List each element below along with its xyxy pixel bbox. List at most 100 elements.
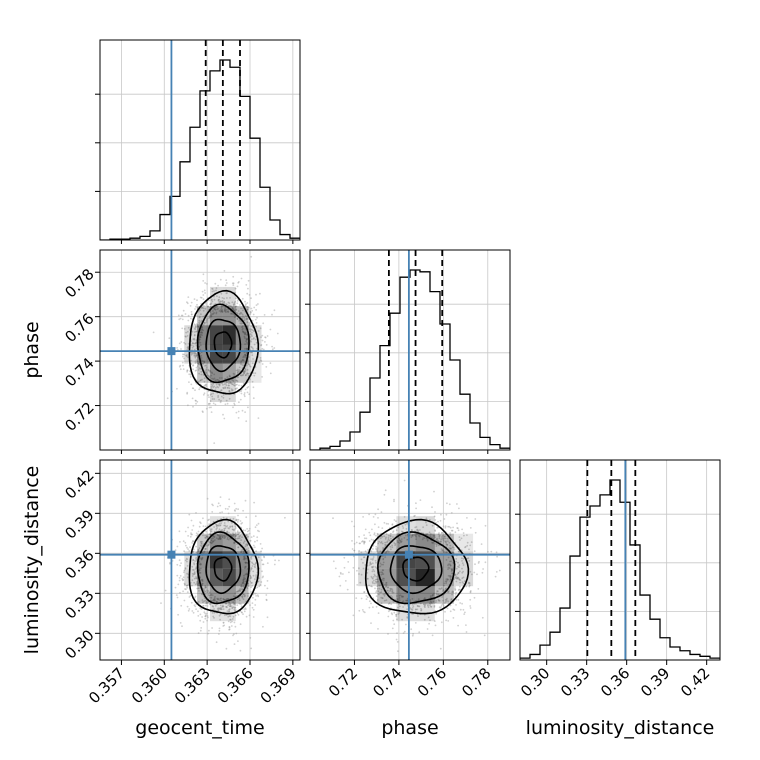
sample-point <box>248 551 251 553</box>
sample-point <box>240 323 243 325</box>
sample-point <box>429 619 431 622</box>
sample-point <box>231 383 234 386</box>
sample-point <box>212 537 214 540</box>
sample-point <box>255 574 257 576</box>
sample-point <box>223 527 226 530</box>
sample-point <box>236 299 239 302</box>
sample-point <box>205 372 208 375</box>
sample-point <box>254 562 257 565</box>
sample-point <box>441 549 444 552</box>
sample-point <box>228 389 231 392</box>
sample-point <box>194 326 197 329</box>
sample-point <box>375 575 378 578</box>
sample-point <box>442 525 445 528</box>
sample-point <box>382 577 384 580</box>
sample-point <box>206 605 209 607</box>
sample-point <box>216 385 219 388</box>
sample-point <box>253 565 256 568</box>
sample-point <box>194 399 197 402</box>
sample-point <box>396 599 399 601</box>
sample-point <box>425 533 428 536</box>
sample-point <box>435 593 438 596</box>
sample-point <box>382 579 385 582</box>
sample-point <box>238 320 241 322</box>
sample-point <box>253 306 256 309</box>
sample-point <box>233 316 236 319</box>
sample-point <box>397 541 399 544</box>
sample-point <box>206 535 208 537</box>
sample-point <box>244 348 246 350</box>
sample-point <box>220 305 223 308</box>
sample-point <box>221 297 224 299</box>
sample-point <box>406 608 408 611</box>
sample-point <box>239 588 242 590</box>
sample-point <box>233 502 236 505</box>
sample-point <box>240 363 242 366</box>
sample-point <box>419 602 422 605</box>
sample-point <box>454 593 457 596</box>
sample-point <box>212 386 215 389</box>
sample-point <box>228 302 231 305</box>
sample-point <box>211 503 214 506</box>
sample-point <box>240 605 243 608</box>
sample-point <box>415 608 417 611</box>
sample-point <box>178 579 181 582</box>
sample-point <box>206 612 208 615</box>
sample-point <box>197 549 200 551</box>
sample-point <box>194 389 196 392</box>
sample-point <box>371 566 374 569</box>
sample-point <box>218 383 221 386</box>
sample-point <box>455 575 458 578</box>
sample-point <box>205 602 208 604</box>
sample-point <box>373 582 376 585</box>
sample-point <box>353 549 356 552</box>
sample-point <box>237 281 240 284</box>
sample-point <box>445 559 448 561</box>
sample-point <box>402 595 405 598</box>
sample-point <box>194 355 197 358</box>
sample-point <box>461 567 463 570</box>
sample-point <box>375 548 378 551</box>
sample-point <box>196 360 199 363</box>
sample-point <box>260 360 263 362</box>
sample-point <box>200 627 203 629</box>
sample-point <box>190 344 193 347</box>
sample-point <box>427 606 430 609</box>
density-cell <box>235 586 249 604</box>
sample-point <box>228 615 231 617</box>
sample-point <box>391 544 393 547</box>
sample-point <box>387 537 390 539</box>
sample-point <box>228 498 231 501</box>
sample-point <box>244 411 247 413</box>
sample-point <box>262 348 265 351</box>
sample-point <box>248 324 251 326</box>
sample-point <box>383 577 385 580</box>
sample-point <box>244 607 247 609</box>
sample-point <box>244 354 247 357</box>
sample-point <box>248 363 251 366</box>
sample-point <box>255 595 257 597</box>
sample-point <box>207 390 210 393</box>
sample-point <box>236 302 239 305</box>
sample-point <box>402 527 405 529</box>
sample-point <box>195 361 198 363</box>
sample-point <box>196 584 199 586</box>
sample-point <box>368 600 371 603</box>
sample-point <box>380 602 383 605</box>
sample-point <box>237 537 240 540</box>
sample-point <box>185 355 188 358</box>
sample-point <box>231 607 234 610</box>
sample-point <box>437 590 439 593</box>
sample-point <box>446 537 449 540</box>
sample-point <box>437 533 440 536</box>
sample-point <box>243 595 246 598</box>
sample-point <box>449 610 452 613</box>
sample-point <box>214 379 217 381</box>
sample-point <box>241 374 244 377</box>
sample-point <box>252 570 255 573</box>
density-cell <box>396 568 416 587</box>
sample-point <box>213 597 216 600</box>
density-cell <box>222 344 236 364</box>
sample-point <box>225 303 228 305</box>
sample-point <box>453 547 456 549</box>
